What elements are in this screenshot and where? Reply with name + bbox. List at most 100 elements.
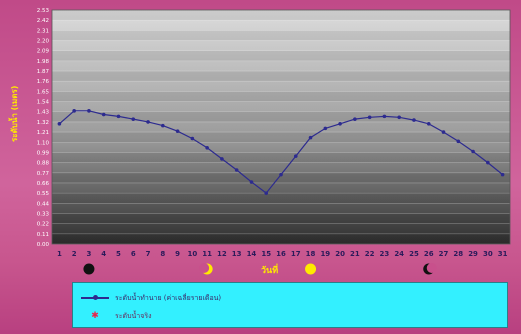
x-tick-label: 4 bbox=[101, 250, 106, 258]
x-tick-label: 14 bbox=[247, 250, 257, 258]
data-point bbox=[456, 139, 461, 144]
x-tick-label: 20 bbox=[335, 250, 345, 258]
x-tick-label: 11 bbox=[202, 250, 212, 258]
x-tick-label: 2 bbox=[72, 250, 77, 258]
series-group bbox=[57, 109, 505, 195]
data-point bbox=[471, 149, 475, 154]
x-tick-label: 26 bbox=[424, 250, 434, 258]
data-point bbox=[146, 120, 150, 124]
data-point bbox=[57, 121, 62, 126]
data-point bbox=[441, 130, 446, 134]
data-point bbox=[72, 109, 76, 113]
plot-band bbox=[52, 111, 510, 122]
data-point bbox=[412, 118, 416, 122]
y-tick-label: 0.99 bbox=[37, 150, 50, 156]
data-point bbox=[426, 121, 431, 126]
plot-band bbox=[52, 172, 510, 183]
data-point bbox=[190, 136, 195, 141]
y-tick-label: 0.55 bbox=[37, 191, 50, 197]
data-point bbox=[500, 172, 505, 177]
plot-bands bbox=[52, 10, 510, 244]
plot-band bbox=[52, 50, 510, 61]
data-point bbox=[175, 129, 180, 133]
x-tick-label: 22 bbox=[365, 250, 375, 258]
y-tick-label: 1.54 bbox=[37, 100, 50, 106]
x-tick-label: 3 bbox=[86, 250, 91, 258]
x-tick-label: 21 bbox=[350, 250, 360, 258]
data-point bbox=[308, 135, 313, 140]
data-point bbox=[101, 112, 106, 117]
x-tick-label: 28 bbox=[453, 250, 463, 258]
x-tick-label: 9 bbox=[175, 250, 180, 258]
plot-band bbox=[52, 213, 510, 224]
data-point bbox=[116, 114, 121, 119]
data-point bbox=[293, 154, 298, 158]
y-tick-label: 0.77 bbox=[37, 171, 50, 177]
y-tick-label: 2.09 bbox=[37, 49, 50, 55]
x-tick-label: 17 bbox=[291, 250, 301, 258]
plot-area bbox=[52, 10, 510, 244]
x-tick-label: 24 bbox=[394, 250, 404, 258]
y-tick-label: 2.53 bbox=[37, 8, 50, 14]
data-point bbox=[249, 180, 254, 184]
data-point bbox=[264, 191, 269, 195]
data-point bbox=[353, 117, 357, 121]
x-tick-label: 7 bbox=[146, 250, 151, 258]
y-tick-label: 0.22 bbox=[37, 222, 49, 228]
last-quarter-moon-icon bbox=[423, 263, 437, 275]
y-tick-label: 0.00 bbox=[37, 242, 50, 248]
data-point bbox=[161, 123, 165, 128]
x-tick-label: 29 bbox=[468, 250, 478, 258]
y-tick-label: 1.10 bbox=[37, 140, 50, 146]
x-tick-label: 10 bbox=[187, 250, 197, 258]
y-tick-label: 0.66 bbox=[37, 181, 50, 187]
plot-band bbox=[52, 10, 510, 21]
y-tick-label: 0.44 bbox=[37, 201, 50, 207]
y-tick-label: 2.20 bbox=[37, 39, 50, 45]
x-tick-label: 15 bbox=[261, 250, 271, 258]
data-point bbox=[205, 146, 209, 150]
y-tick-label: 0.88 bbox=[37, 161, 50, 167]
legend: ระดับน้ำทำนาย (ค่าเฉลี่ยรายเดือน) ✱ ระดั… bbox=[72, 282, 508, 328]
y-tick-label: 2.42 bbox=[37, 18, 49, 24]
plot-band bbox=[52, 233, 510, 244]
y-tick-label: 1.87 bbox=[37, 69, 50, 75]
new-moon-icon bbox=[83, 263, 95, 275]
data-point bbox=[220, 157, 224, 161]
data-point bbox=[323, 126, 328, 131]
y-tick-label: 1.76 bbox=[37, 79, 50, 85]
plot-band bbox=[52, 71, 510, 82]
data-point bbox=[382, 114, 387, 119]
x-tick-label: 13 bbox=[232, 250, 242, 258]
data-point bbox=[87, 109, 91, 113]
x-tick-label: 5 bbox=[116, 250, 121, 258]
x-tick-label: 1 bbox=[57, 250, 62, 258]
y-tick-label: 1.21 bbox=[37, 130, 49, 136]
x-tick-label: 31 bbox=[498, 250, 508, 258]
plot-band bbox=[52, 152, 510, 163]
x-tick-label: 12 bbox=[217, 250, 227, 258]
plot-band bbox=[52, 193, 510, 204]
data-point bbox=[234, 168, 239, 172]
y-tick-label: 2.31 bbox=[37, 28, 49, 34]
grid bbox=[51, 9, 511, 245]
data-point bbox=[367, 115, 372, 120]
x-tick-label: 18 bbox=[306, 250, 316, 258]
x-tick-label: 27 bbox=[439, 250, 449, 258]
data-point bbox=[131, 117, 136, 121]
x-tick-label: 8 bbox=[160, 250, 165, 258]
legend-label-predicted: ระดับน้ำทำนาย (ค่าเฉลี่ยรายเดือน) bbox=[115, 293, 222, 302]
x-tick-label: 25 bbox=[409, 250, 419, 258]
y-axis: 0.00 0.11 0.22 0.33 0.44 0.55 0.66 0.77 0.88 0.99… bbox=[37, 8, 50, 248]
x-tick-label: 16 bbox=[276, 250, 286, 258]
y-tick-label: 1.65 bbox=[37, 89, 50, 95]
plot-band bbox=[52, 91, 510, 102]
plot-band bbox=[52, 132, 510, 143]
full-moon-icon bbox=[305, 263, 317, 275]
y-tick-label: 1.98 bbox=[37, 59, 50, 65]
data-point bbox=[338, 121, 342, 126]
x-tick-label: 6 bbox=[131, 250, 136, 258]
legend-item-predicted: ระดับน้ำทำนาย (ค่าเฉลี่ยรายเดือน) bbox=[81, 291, 221, 305]
plot-border bbox=[51, 9, 511, 245]
